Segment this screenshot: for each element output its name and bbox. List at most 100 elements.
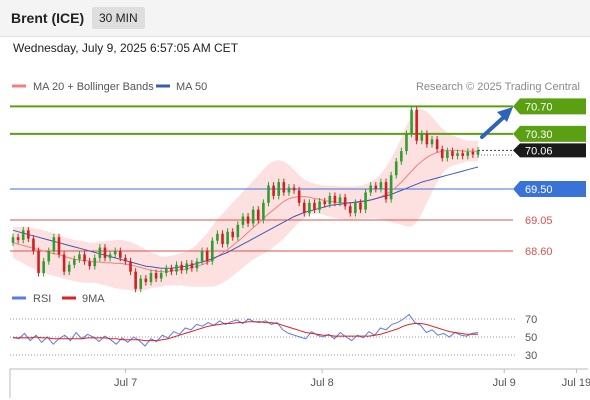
- candle: [313, 202, 316, 210]
- candle: [359, 202, 362, 210]
- candle: [134, 271, 137, 289]
- candle: [108, 254, 112, 258]
- candle: [200, 251, 204, 262]
- timeframe-selector[interactable]: 30 MIN: [92, 7, 145, 29]
- candle: [343, 197, 347, 207]
- candle: [451, 151, 454, 156]
- candle: [374, 185, 378, 189]
- candle: [154, 273, 158, 279]
- candle: [57, 237, 61, 255]
- candle: [159, 273, 163, 279]
- level-tag-69.50: [513, 181, 586, 197]
- candle: [471, 151, 475, 155]
- candle: [21, 230, 25, 240]
- price-plot: 70.70 70.30 69.50 69.05 68.60 70.06: [10, 98, 586, 293]
- candle: [210, 240, 214, 262]
- rsi-series-rsi: [12, 313, 479, 347]
- candle: [119, 251, 122, 258]
- level-tag-70.70: [513, 98, 586, 115]
- candle: [216, 233, 219, 241]
- candle: [394, 161, 398, 176]
- candle: [297, 190, 301, 203]
- candle: [251, 209, 255, 224]
- legend-ma20-label: MA 20 + Bollinger Bands: [33, 81, 154, 93]
- bollinger-band: [13, 109, 478, 291]
- candle: [47, 251, 51, 262]
- candle: [446, 151, 449, 158]
- candle: [302, 202, 306, 214]
- header-bar: Brent (ICE) 30 MIN: [0, 0, 590, 37]
- credit-text: Research © 2025 Trading Central: [416, 81, 580, 93]
- candle: [435, 139, 439, 150]
- candle: [476, 150, 480, 155]
- candle: [73, 259, 76, 265]
- level-label-70.70: 70.70: [525, 101, 553, 113]
- candle: [32, 238, 35, 251]
- candle: [282, 182, 286, 193]
- candle: [83, 254, 86, 262]
- candle: [318, 201, 321, 210]
- candle: [139, 278, 143, 289]
- candle: [190, 263, 194, 269]
- candle: [348, 206, 352, 214]
- candle: [246, 216, 250, 224]
- x-tick-label: Jul 9: [493, 377, 516, 389]
- candle: [88, 261, 91, 267]
- candle: [231, 231, 235, 238]
- candle: [287, 187, 291, 193]
- candle: [267, 185, 270, 203]
- candle: [185, 263, 189, 271]
- instrument-title: Brent (ICE): [11, 10, 85, 26]
- candle: [93, 257, 97, 267]
- candle: [144, 278, 148, 282]
- candle: [226, 231, 229, 245]
- candle: [400, 151, 403, 162]
- candle: [333, 195, 337, 203]
- candle: [369, 185, 372, 193]
- rsi-plot: 30 50 70: [10, 313, 537, 362]
- candle: [62, 254, 66, 272]
- rsi-series-9ma: [13, 321, 478, 342]
- last-price-label: 70.06: [525, 145, 553, 157]
- candle: [37, 251, 40, 274]
- candle: [241, 216, 245, 225]
- candle: [405, 133, 408, 152]
- x-tick-label: Jul 7: [114, 377, 137, 389]
- candle: [52, 237, 56, 251]
- candle: [256, 209, 260, 220]
- legend-rsi-label: RSI: [33, 293, 51, 305]
- candle: [67, 264, 71, 272]
- candle: [410, 109, 413, 134]
- level-tag-70.30: [513, 125, 586, 142]
- candle: [456, 153, 459, 156]
- candle: [262, 202, 265, 220]
- candle: [272, 185, 275, 196]
- candle: [466, 151, 470, 156]
- candle: [425, 133, 429, 145]
- x-tick-label: Jul 19: [562, 377, 590, 389]
- level-label-69.50: 69.50: [525, 184, 553, 196]
- candle: [461, 153, 464, 156]
- candle: [384, 182, 388, 200]
- candle: [364, 192, 367, 210]
- candle: [323, 201, 327, 205]
- candle: [195, 261, 199, 269]
- rsi-tick-30: 30: [525, 350, 537, 362]
- candle: [354, 202, 357, 214]
- candle: [98, 247, 102, 258]
- candle: [420, 133, 424, 141]
- candle: [170, 268, 173, 272]
- candle: [27, 230, 30, 239]
- legend-rsi-ma-label: 9MA: [82, 293, 105, 305]
- candle: [379, 182, 383, 189]
- x-axis: Jul 7 Jul 8 Jul 9 Jul 19: [114, 369, 590, 389]
- candle: [16, 237, 20, 240]
- level-label-68.60: 68.60: [525, 246, 553, 258]
- candle: [415, 109, 418, 141]
- candle: [440, 149, 444, 158]
- legend-ma50-label: MA 50: [176, 81, 207, 93]
- candle: [124, 257, 127, 262]
- candle: [149, 273, 153, 282]
- candle: [205, 251, 209, 262]
- candle: [11, 237, 15, 243]
